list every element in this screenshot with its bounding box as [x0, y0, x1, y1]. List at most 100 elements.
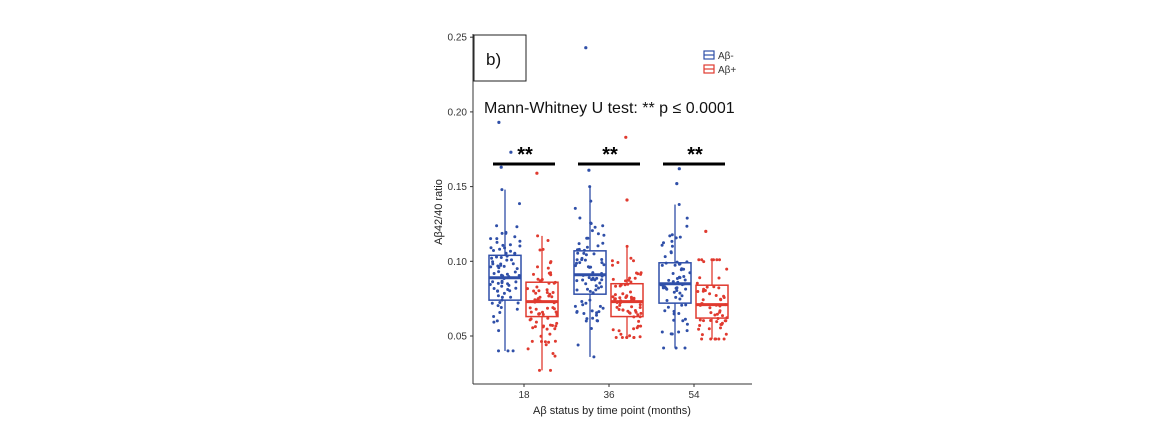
data-point	[530, 339, 534, 343]
data-point	[575, 279, 579, 283]
data-point	[669, 332, 673, 336]
data-point	[509, 295, 513, 299]
data-point	[528, 318, 532, 322]
data-point	[576, 343, 580, 347]
data-point	[490, 301, 494, 305]
data-point	[670, 244, 674, 248]
outlier-point	[587, 168, 591, 172]
data-point	[496, 294, 500, 298]
data-point	[682, 267, 686, 271]
data-point	[714, 337, 718, 341]
data-point	[573, 304, 577, 308]
data-point	[518, 244, 522, 248]
data-point	[672, 290, 676, 294]
data-point	[591, 276, 595, 280]
data-point	[589, 265, 593, 269]
data-point	[594, 288, 598, 292]
data-point	[682, 275, 686, 278]
data-point	[496, 264, 500, 268]
data-point	[680, 303, 684, 307]
legend-item-pos: Aβ+	[703, 64, 736, 76]
data-point	[724, 332, 728, 336]
outlier-point	[675, 182, 679, 186]
y-tick-label: 0.10	[448, 257, 468, 268]
data-point	[717, 286, 721, 290]
data-point	[677, 330, 681, 334]
data-point	[613, 293, 617, 297]
data-point	[536, 265, 539, 269]
data-point	[575, 288, 579, 292]
data-point	[529, 310, 533, 314]
data-point	[495, 237, 499, 241]
data-point	[597, 310, 601, 314]
data-point	[505, 272, 509, 276]
data-point	[542, 324, 545, 328]
data-point	[700, 258, 704, 262]
data-point	[661, 286, 665, 290]
data-point	[489, 246, 493, 250]
data-point	[707, 327, 711, 331]
data-point	[576, 251, 580, 255]
data-point	[624, 279, 627, 283]
data-point	[546, 316, 550, 320]
data-point	[584, 319, 588, 323]
data-point	[515, 225, 519, 229]
data-point	[663, 255, 667, 259]
data-point	[507, 283, 511, 287]
data-point	[515, 267, 519, 271]
data-point	[491, 280, 495, 284]
data-point	[611, 277, 615, 281]
data-point	[535, 285, 539, 289]
data-point	[553, 339, 557, 343]
data-point	[514, 280, 518, 284]
data-point	[683, 346, 687, 350]
data-point	[491, 262, 495, 266]
data-point	[615, 305, 619, 309]
outlier-point	[704, 229, 708, 233]
data-point	[632, 327, 636, 331]
data-point	[701, 289, 705, 293]
data-point	[513, 235, 517, 239]
data-point	[538, 248, 542, 252]
data-point	[684, 303, 688, 307]
data-point	[663, 309, 667, 313]
data-point	[598, 281, 602, 285]
data-point	[498, 301, 502, 304]
data-point	[538, 295, 542, 299]
x-tick-label: 36	[603, 390, 615, 401]
data-point	[660, 330, 664, 334]
data-point	[546, 239, 550, 242]
data-point	[670, 233, 674, 237]
data-point	[595, 276, 599, 280]
data-point	[611, 328, 615, 332]
data-point	[495, 255, 498, 259]
data-point	[719, 326, 722, 330]
data-point	[621, 292, 625, 296]
data-point	[668, 234, 672, 238]
data-point	[536, 277, 540, 281]
data-point	[722, 296, 726, 299]
data-point	[500, 188, 504, 192]
x-tick-label: 18	[518, 390, 530, 401]
data-point	[685, 216, 689, 220]
data-point	[502, 291, 506, 295]
data-point	[505, 258, 509, 262]
data-point	[680, 294, 684, 298]
data-point	[674, 295, 678, 299]
data-point	[543, 340, 547, 344]
data-point	[678, 297, 682, 301]
y-tick-label: 0.20	[448, 107, 468, 118]
data-point	[681, 319, 685, 323]
panel-label-box: b)	[473, 34, 527, 82]
data-point	[719, 297, 723, 301]
data-point	[495, 319, 499, 323]
data-point	[545, 327, 549, 331]
data-point	[534, 291, 538, 295]
data-point	[515, 307, 519, 311]
data-point	[549, 323, 552, 327]
significance-annotations: ** ** **	[493, 144, 725, 166]
data-point	[665, 299, 669, 302]
data-point	[506, 349, 510, 353]
data-point	[499, 306, 503, 309]
